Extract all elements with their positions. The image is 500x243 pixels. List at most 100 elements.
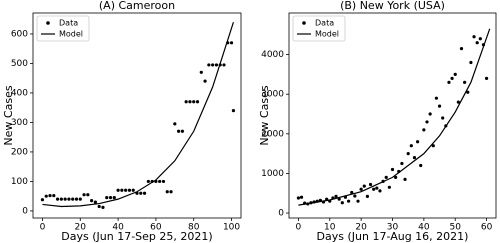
data-point [222, 63, 226, 67]
data-point [394, 175, 398, 179]
data-point [415, 140, 420, 144]
data-point [406, 152, 410, 156]
y-tick-label: 0 [22, 206, 28, 216]
data-point [67, 197, 71, 201]
data-point [82, 193, 86, 197]
y-tick-label: 200 [11, 147, 28, 157]
data-point [387, 185, 391, 189]
data-point [78, 197, 82, 201]
data-point [362, 184, 366, 188]
x-tick-label: 40 [418, 223, 430, 233]
data-point [116, 188, 120, 192]
data-point [459, 47, 464, 51]
data-point [434, 96, 439, 100]
data-point [207, 63, 211, 67]
data-point [158, 179, 162, 184]
data-point [390, 167, 395, 172]
data-point [93, 200, 97, 204]
y-tick-label: 500 [11, 59, 28, 69]
data-point [484, 76, 489, 80]
x-tick-label: 10 [324, 223, 336, 233]
data-point [403, 177, 407, 181]
legend-label: Model [59, 30, 83, 39]
x-tick-label: 60 [481, 223, 493, 233]
data-point [456, 100, 460, 104]
data-point [55, 197, 60, 201]
data-point [131, 188, 135, 192]
data-point [192, 100, 196, 104]
x-axis-label: Days (Jun 17-Sep 25, 2021) [61, 230, 212, 243]
x-tick-label: 20 [75, 223, 87, 233]
data-point [101, 205, 105, 209]
data-point [409, 144, 413, 148]
data-point [195, 100, 200, 104]
data-point [211, 63, 215, 67]
data-point [378, 189, 382, 193]
data-point [161, 179, 166, 184]
data-point [353, 194, 357, 198]
data-point [453, 72, 457, 77]
chart-title: (B) New York (USA) [340, 0, 445, 12]
y-tick-label: 4000 [261, 50, 284, 60]
data-point [169, 190, 173, 194]
data-point [40, 198, 45, 202]
data-point [59, 197, 63, 201]
data-point [412, 155, 417, 160]
data-point [422, 128, 426, 132]
plot-frame [32, 12, 242, 219]
y-tick-label: 2000 [261, 129, 284, 139]
y-tick-label: 600 [11, 29, 28, 39]
x-tick-label: 60 [150, 223, 162, 233]
data-point [180, 129, 184, 133]
data-point [478, 37, 482, 41]
data-point [466, 90, 470, 94]
y-tick-label: 3000 [261, 90, 284, 100]
data-point [108, 196, 113, 200]
data-point [231, 109, 236, 113]
data-point [214, 63, 219, 67]
y-tick-label: 100 [11, 177, 28, 187]
data-point [428, 112, 432, 116]
data-point [97, 204, 101, 209]
data-point [337, 197, 341, 201]
data-point [463, 80, 467, 84]
data-point [450, 76, 454, 80]
data-point [142, 191, 147, 195]
x-tick-label: 100 [223, 223, 240, 233]
data-point [299, 195, 304, 199]
data-point [359, 187, 363, 191]
x-axis-label: Days (Jun 17-Aug 16, 2021) [317, 230, 469, 243]
y-tick-label: 0 [278, 209, 284, 219]
y-axis-label: New Cases [2, 85, 15, 145]
x-tick-label: 80 [188, 223, 200, 233]
data-point [365, 194, 370, 199]
y-tick-label: 400 [11, 88, 28, 98]
data-point [334, 194, 338, 199]
data-point [44, 194, 48, 198]
data-point [368, 182, 373, 187]
y-tick-label: 300 [11, 118, 28, 128]
data-point [86, 193, 90, 197]
data-point [372, 187, 376, 191]
x-tick-label: 0 [296, 223, 302, 233]
data-point [296, 196, 301, 200]
data-point [203, 79, 207, 83]
data-point [346, 199, 351, 203]
data-point [74, 197, 79, 201]
data-point [350, 190, 354, 195]
data-point [437, 104, 442, 108]
model-line [298, 28, 491, 206]
data-point [173, 122, 177, 126]
data-point [146, 179, 150, 184]
data-point [199, 70, 203, 74]
data-point [447, 80, 451, 84]
data-point [124, 188, 128, 192]
legend-box [36, 15, 90, 42]
data-point [441, 116, 445, 120]
data-point [419, 163, 423, 168]
data-point [63, 197, 67, 201]
x-tick-label: 40 [112, 223, 124, 233]
data-point [375, 186, 379, 190]
plot-frame [288, 12, 497, 219]
